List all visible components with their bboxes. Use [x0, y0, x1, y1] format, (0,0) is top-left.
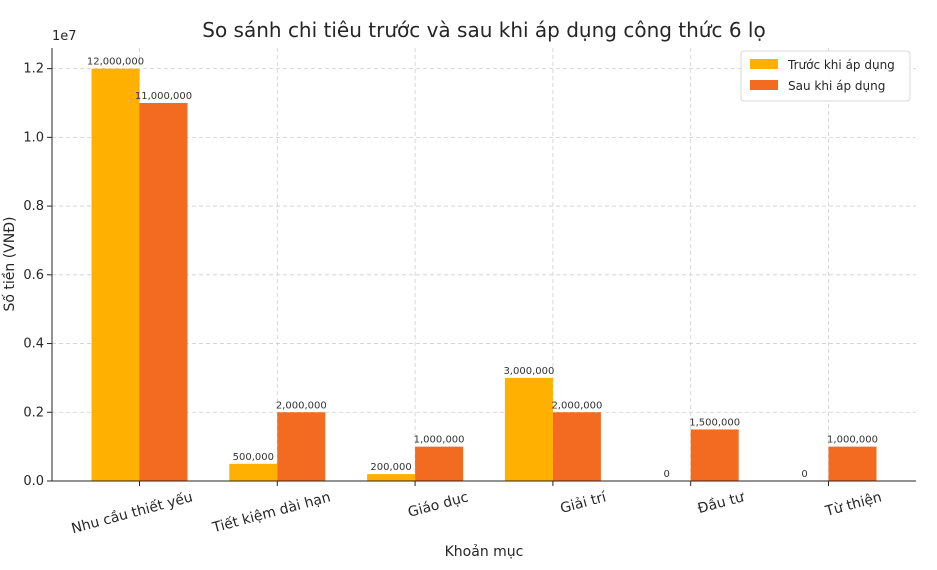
bar-after — [552, 412, 601, 481]
x-tick-label: Đầu tư — [696, 489, 747, 517]
legend-label-after: Sau khi áp dụng — [788, 79, 885, 93]
y-tick-label: 0.2 — [23, 405, 44, 420]
bar-value-label: 2,000,000 — [276, 400, 327, 411]
bar-value-label: 0 — [664, 469, 670, 480]
x-tick-label: Giáo dục — [406, 489, 470, 520]
y-tick-label: 0.4 — [23, 337, 44, 352]
legend: Trước khi áp dụng Sau khi áp dụng — [740, 50, 911, 102]
legend-swatch-before — [750, 59, 778, 69]
bar-value-label: 500,000 — [233, 452, 274, 463]
bar-value-label: 0 — [801, 469, 807, 480]
bar-value-label: 1,000,000 — [827, 435, 878, 446]
y-tick-label: 1.0 — [23, 130, 44, 145]
x-tick-label: Từ thiện — [823, 489, 884, 520]
bar-before — [229, 463, 278, 481]
legend-box — [740, 50, 911, 102]
bar-value-label: 12,000,000 — [87, 57, 144, 68]
x-tick-label: Tiết kiệm dài hạn — [210, 488, 333, 536]
y-axis-offset-label: 1e7 — [52, 29, 77, 44]
bars-layer — [91, 68, 877, 481]
bar-before — [504, 377, 553, 481]
bar-value-label: 2,000,000 — [551, 400, 602, 411]
bar-before — [367, 474, 416, 481]
y-tick-label: 0.0 — [23, 474, 44, 489]
bar-after — [277, 412, 326, 481]
bar-value-label: 3,000,000 — [503, 366, 554, 377]
bar-value-label: 1,500,000 — [689, 417, 740, 428]
y-tick-label: 0.8 — [23, 199, 44, 214]
x-axis-label: Khoản mục — [445, 544, 524, 560]
x-tick-label: Giải trí — [559, 489, 609, 517]
bar-value-label: 1,000,000 — [414, 435, 465, 446]
legend-swatch-after — [750, 80, 778, 90]
x-tick-label: Nhu cầu thiết yếu — [70, 488, 195, 537]
y-tick-label: 0.6 — [23, 268, 44, 283]
y-tick-label: 1.2 — [23, 62, 44, 77]
chart-title: So sánh chi tiêu trước và sau khi áp dụn… — [202, 18, 765, 42]
bar-after — [415, 446, 464, 481]
legend-label-before: Trước khi áp dụng — [787, 58, 895, 72]
data-labels-layer: 12,000,000 500,000 200,000 3,000,000 0 0 11,00… — [87, 57, 878, 480]
bar-before — [91, 68, 140, 481]
bar-value-label: 11,000,000 — [135, 91, 192, 102]
bar-after — [139, 102, 188, 481]
bar-value-label: 200,000 — [370, 462, 411, 473]
bar-after — [690, 429, 739, 481]
bar-after — [828, 446, 877, 481]
y-axis-label: Số tiền (VNĐ) — [1, 216, 18, 311]
